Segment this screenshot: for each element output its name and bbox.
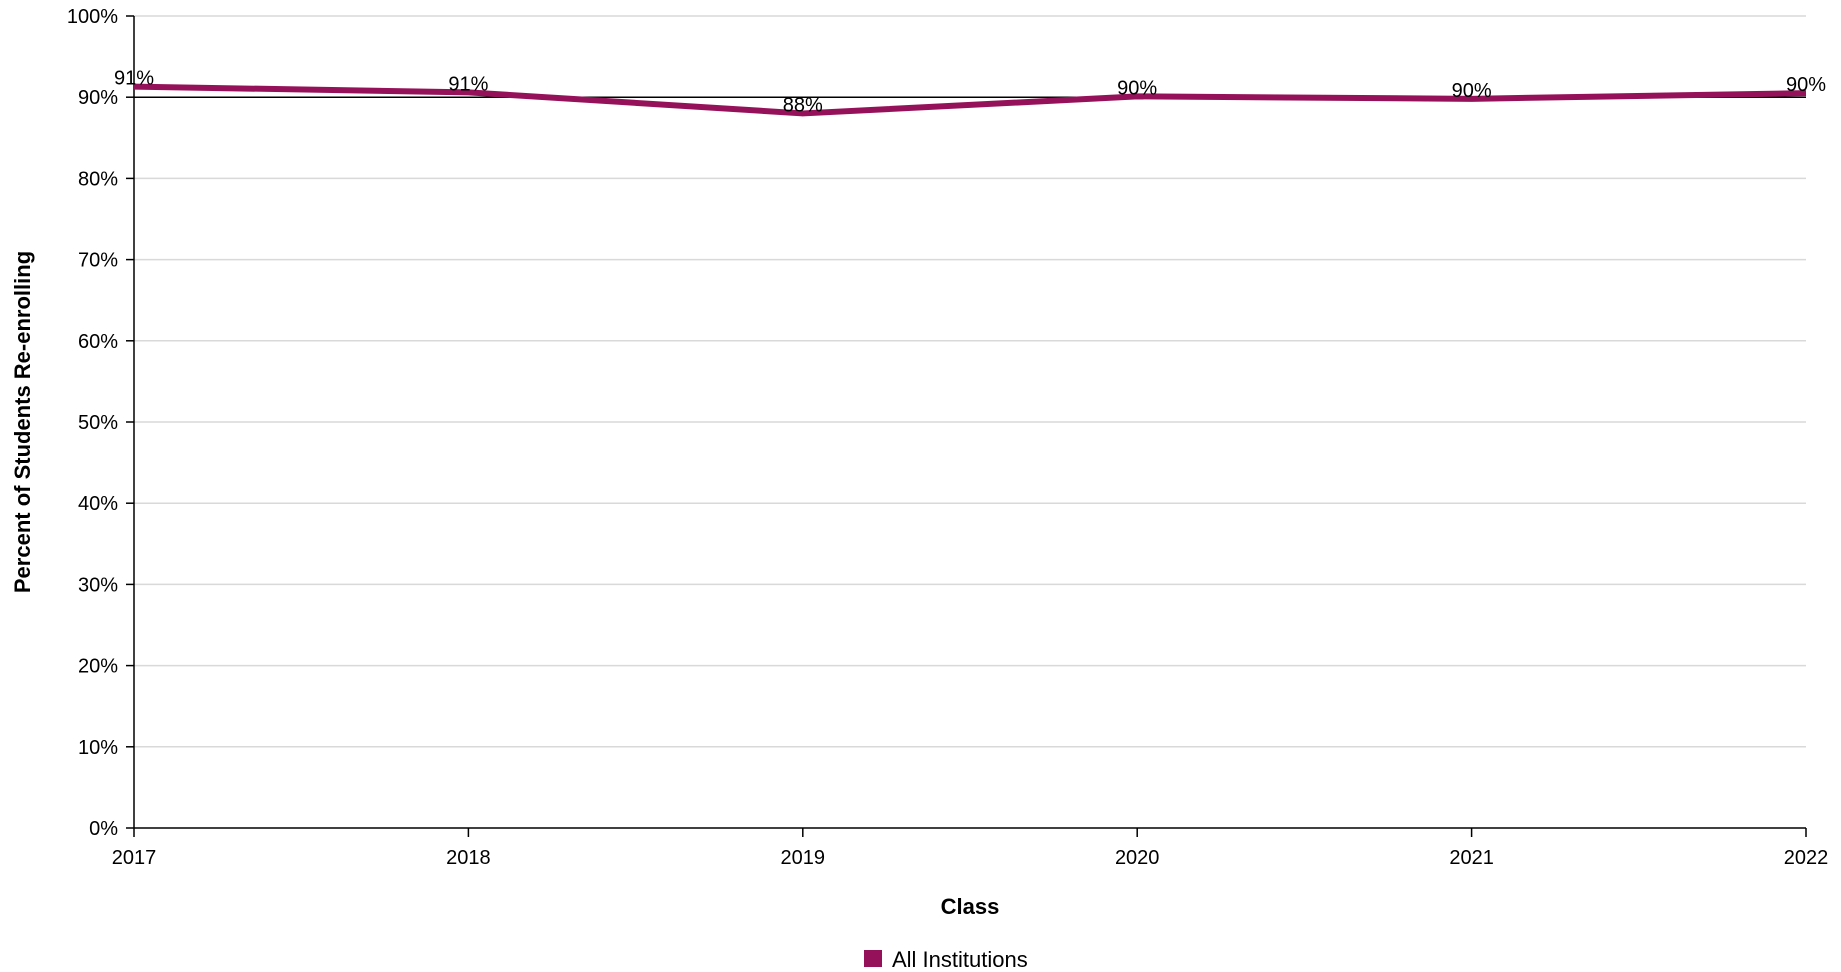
y-tick-label: 10% xyxy=(78,737,118,759)
series-line xyxy=(133,83,1807,117)
data-label: 90% xyxy=(1452,80,1492,102)
y-tick-label: 70% xyxy=(78,250,118,272)
x-tick-label: 2019 xyxy=(781,847,826,869)
legend-swatch xyxy=(864,950,882,968)
x-axis-title: Class xyxy=(941,894,1000,919)
y-tick-label: 100% xyxy=(67,6,118,28)
series-lines xyxy=(133,83,1807,117)
x-tick-label: 2018 xyxy=(446,847,491,869)
x-axis-ticks: 2017 2018 2019 2020 2021 2022 xyxy=(112,828,1829,869)
x-tick-label: 2020 xyxy=(1115,847,1160,869)
y-tick-label: 90% xyxy=(78,87,118,109)
y-axis-ticks: 0% 10% 20% 30% 40% 50% 60% 70% 80% 90% 100% xyxy=(67,6,134,840)
data-labels: 91% 91% 88% 90% 90% 90% xyxy=(114,68,1826,117)
legend: All Institutions xyxy=(864,947,1028,972)
y-tick-label: 30% xyxy=(78,574,118,596)
y-tick-label: 0% xyxy=(89,818,118,840)
y-tick-label: 80% xyxy=(78,168,118,190)
y-tick-label: 60% xyxy=(78,331,118,353)
x-tick-label: 2021 xyxy=(1449,847,1494,869)
legend-label: All Institutions xyxy=(892,947,1028,967)
data-label: 90% xyxy=(1117,77,1157,99)
data-label: 91% xyxy=(448,73,488,95)
data-label: 91% xyxy=(114,68,154,90)
x-tick-label: 2022 xyxy=(1784,847,1829,869)
y-axis-title: Percent of Students Re-enrolling xyxy=(10,251,35,593)
y-tick-label: 20% xyxy=(78,656,118,678)
grid-lines xyxy=(134,15,1806,748)
y-tick-label: 40% xyxy=(78,493,118,515)
x-tick-label: 2017 xyxy=(112,847,157,869)
y-tick-label: 50% xyxy=(78,412,118,434)
data-label: 88% xyxy=(783,94,823,116)
data-label: 90% xyxy=(1786,74,1826,96)
